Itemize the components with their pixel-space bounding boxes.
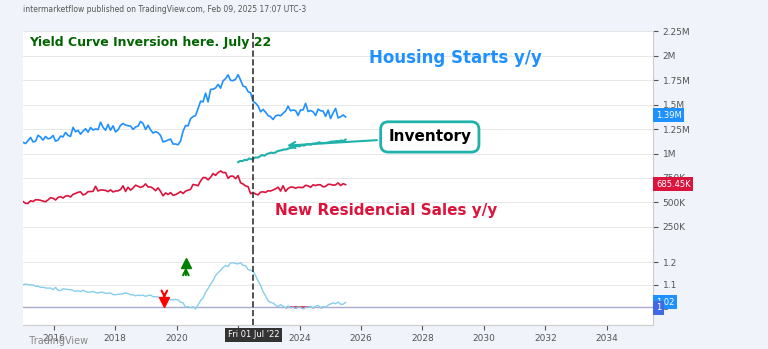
Text: 1: 1 bbox=[656, 303, 661, 312]
Text: 1.39M: 1.39M bbox=[656, 111, 682, 120]
Text: Fri 01 Jul '22: Fri 01 Jul '22 bbox=[227, 330, 280, 339]
Text: Inventory: Inventory bbox=[290, 129, 472, 148]
Text: intermarketflow published on TradingView.com, Feb 09, 2025 17:07 UTC-3: intermarketflow published on TradingView… bbox=[23, 5, 306, 14]
Text: 685.45K: 685.45K bbox=[656, 180, 690, 189]
Text: New Residencial Sales y/y: New Residencial Sales y/y bbox=[275, 203, 498, 218]
Text: Housing Starts y/y: Housing Starts y/y bbox=[369, 49, 542, 67]
Text: TradingView: TradingView bbox=[23, 335, 88, 346]
Text: Yield Curve Inversion here. July 22: Yield Curve Inversion here. July 22 bbox=[29, 36, 272, 49]
Text: 1.02: 1.02 bbox=[656, 298, 674, 307]
